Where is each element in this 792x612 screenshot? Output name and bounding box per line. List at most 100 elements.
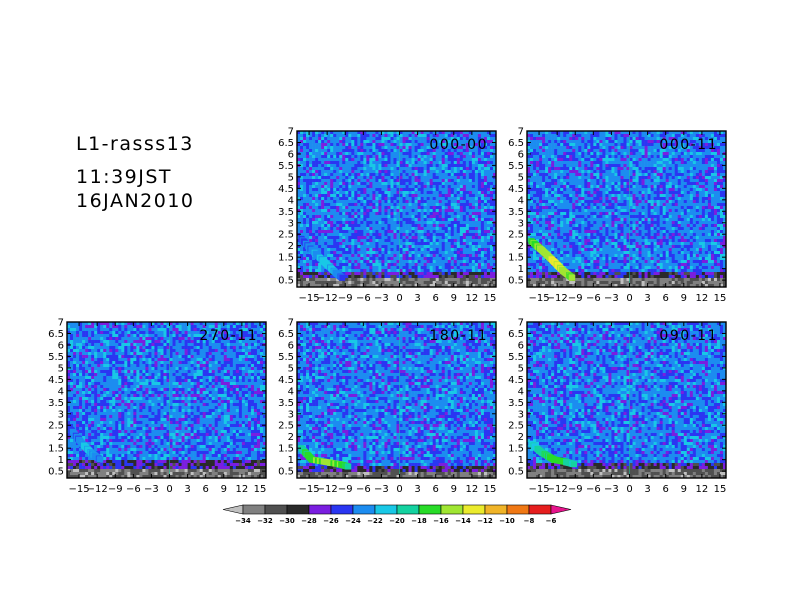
- heatmap-cell: [722, 140, 727, 144]
- heatmap-cell: [372, 269, 376, 273]
- heatmap-cell: [390, 257, 394, 261]
- heatmap-cell: [566, 140, 570, 144]
- heatmap-cell: [390, 251, 394, 255]
- heatmap-cell: [719, 149, 724, 153]
- heatmap-cell: [435, 209, 440, 213]
- heatmap-cell: [300, 257, 304, 261]
- heatmap-cell: [492, 269, 497, 273]
- heatmap-cell: [480, 236, 485, 240]
- heatmap-cell: [530, 164, 534, 168]
- heatmap-cell: [414, 200, 418, 204]
- heatmap-cell: [471, 257, 476, 261]
- heatmap-cell: [330, 182, 334, 186]
- heatmap-cell: [474, 227, 479, 231]
- heatmap-cell: [662, 185, 666, 189]
- heatmap-cell: [575, 188, 579, 192]
- heatmap-cell: [468, 275, 473, 279]
- heatmap-cell: [680, 191, 685, 195]
- heatmap-cell: [611, 137, 615, 141]
- heatmap-cell: [692, 134, 697, 138]
- heatmap-cell: [680, 185, 685, 189]
- heatmap-cell: [560, 185, 564, 189]
- heatmap-cell: [492, 254, 497, 258]
- heatmap-cell: [348, 200, 352, 204]
- heatmap-cell: [306, 167, 310, 171]
- heatmap-cell: [342, 218, 346, 222]
- heatmap-cell: [420, 152, 424, 156]
- heatmap-cell: [707, 188, 712, 192]
- heatmap-cell: [560, 176, 564, 180]
- heatmap-cell: [486, 158, 491, 162]
- heatmap-cell: [324, 281, 328, 285]
- heatmap-cell: [393, 155, 397, 159]
- heatmap-cell: [581, 143, 585, 147]
- heatmap-cell: [399, 260, 403, 264]
- heatmap-cell: [426, 257, 430, 261]
- heatmap-cell: [722, 149, 727, 153]
- heatmap-cell: [414, 152, 418, 156]
- heatmap-cell: [527, 173, 531, 177]
- x-tick-label: 9: [451, 293, 457, 304]
- heatmap-cell: [420, 260, 424, 264]
- heatmap-cell: [710, 137, 715, 141]
- heatmap-cell: [300, 149, 304, 153]
- heatmap-cell: [411, 275, 415, 279]
- heatmap-cell: [378, 158, 382, 162]
- heatmap-cell: [710, 131, 715, 135]
- heatmap-cell: [713, 158, 718, 162]
- heatmap-cell: [698, 176, 703, 180]
- heatmap-cell: [378, 224, 382, 228]
- heatmap-cell: [411, 203, 415, 207]
- heatmap-cell: [321, 221, 325, 225]
- heatmap-cell: [372, 158, 376, 162]
- heatmap-cell: [527, 188, 531, 192]
- heatmap-cell: [420, 155, 424, 159]
- heatmap-cell: [471, 185, 476, 189]
- heatmap-cell: [617, 158, 621, 162]
- heatmap-cell: [644, 155, 648, 159]
- heatmap-cell: [596, 155, 600, 159]
- heatmap-cell: [611, 146, 615, 150]
- heatmap-cell: [408, 242, 412, 246]
- heatmap-cell: [689, 143, 694, 147]
- heatmap-cell: [330, 212, 334, 216]
- heatmap-cell: [330, 143, 334, 147]
- heatmap-cell: [465, 194, 470, 198]
- heatmap-cell: [366, 281, 370, 285]
- heatmap-cell: [659, 170, 663, 174]
- heatmap-cell: [456, 242, 461, 246]
- heatmap-cell: [336, 191, 340, 195]
- heatmap-cell: [438, 149, 443, 153]
- heatmap-cell: [432, 149, 436, 153]
- heatmap-cell: [587, 143, 591, 147]
- heatmap-cell: [411, 218, 415, 222]
- heatmap-cell: [629, 164, 633, 168]
- heatmap-cell: [471, 149, 476, 153]
- heatmap-cell: [345, 167, 349, 171]
- heatmap-cell: [599, 164, 603, 168]
- heatmap-cell: [354, 239, 358, 243]
- heatmap-cell: [638, 140, 642, 144]
- heatmap-cell: [465, 131, 470, 135]
- heatmap-cell: [309, 233, 313, 237]
- heatmap-cell: [605, 143, 609, 147]
- heatmap-cell: [354, 233, 358, 237]
- heatmap-cell: [315, 152, 319, 156]
- heatmap-cell: [408, 155, 412, 159]
- heatmap-cell: [300, 227, 304, 231]
- heatmap-cell: [450, 170, 455, 174]
- heatmap-cell: [680, 131, 685, 135]
- heatmap-cell: [527, 161, 531, 165]
- heatmap-cell: [453, 194, 458, 198]
- heatmap-cell: [366, 137, 370, 141]
- heatmap-cell: [441, 275, 446, 279]
- heatmap-cell: [330, 179, 334, 183]
- heatmap-cell: [620, 131, 624, 135]
- heatmap-cell: [327, 233, 331, 237]
- heatmap-cell: [536, 149, 540, 153]
- heatmap-cell: [444, 233, 449, 237]
- y-tick-label: 3: [288, 218, 294, 229]
- heatmap-cell: [471, 131, 476, 135]
- heatmap-cell: [330, 254, 334, 258]
- heatmap-cell: [357, 191, 361, 195]
